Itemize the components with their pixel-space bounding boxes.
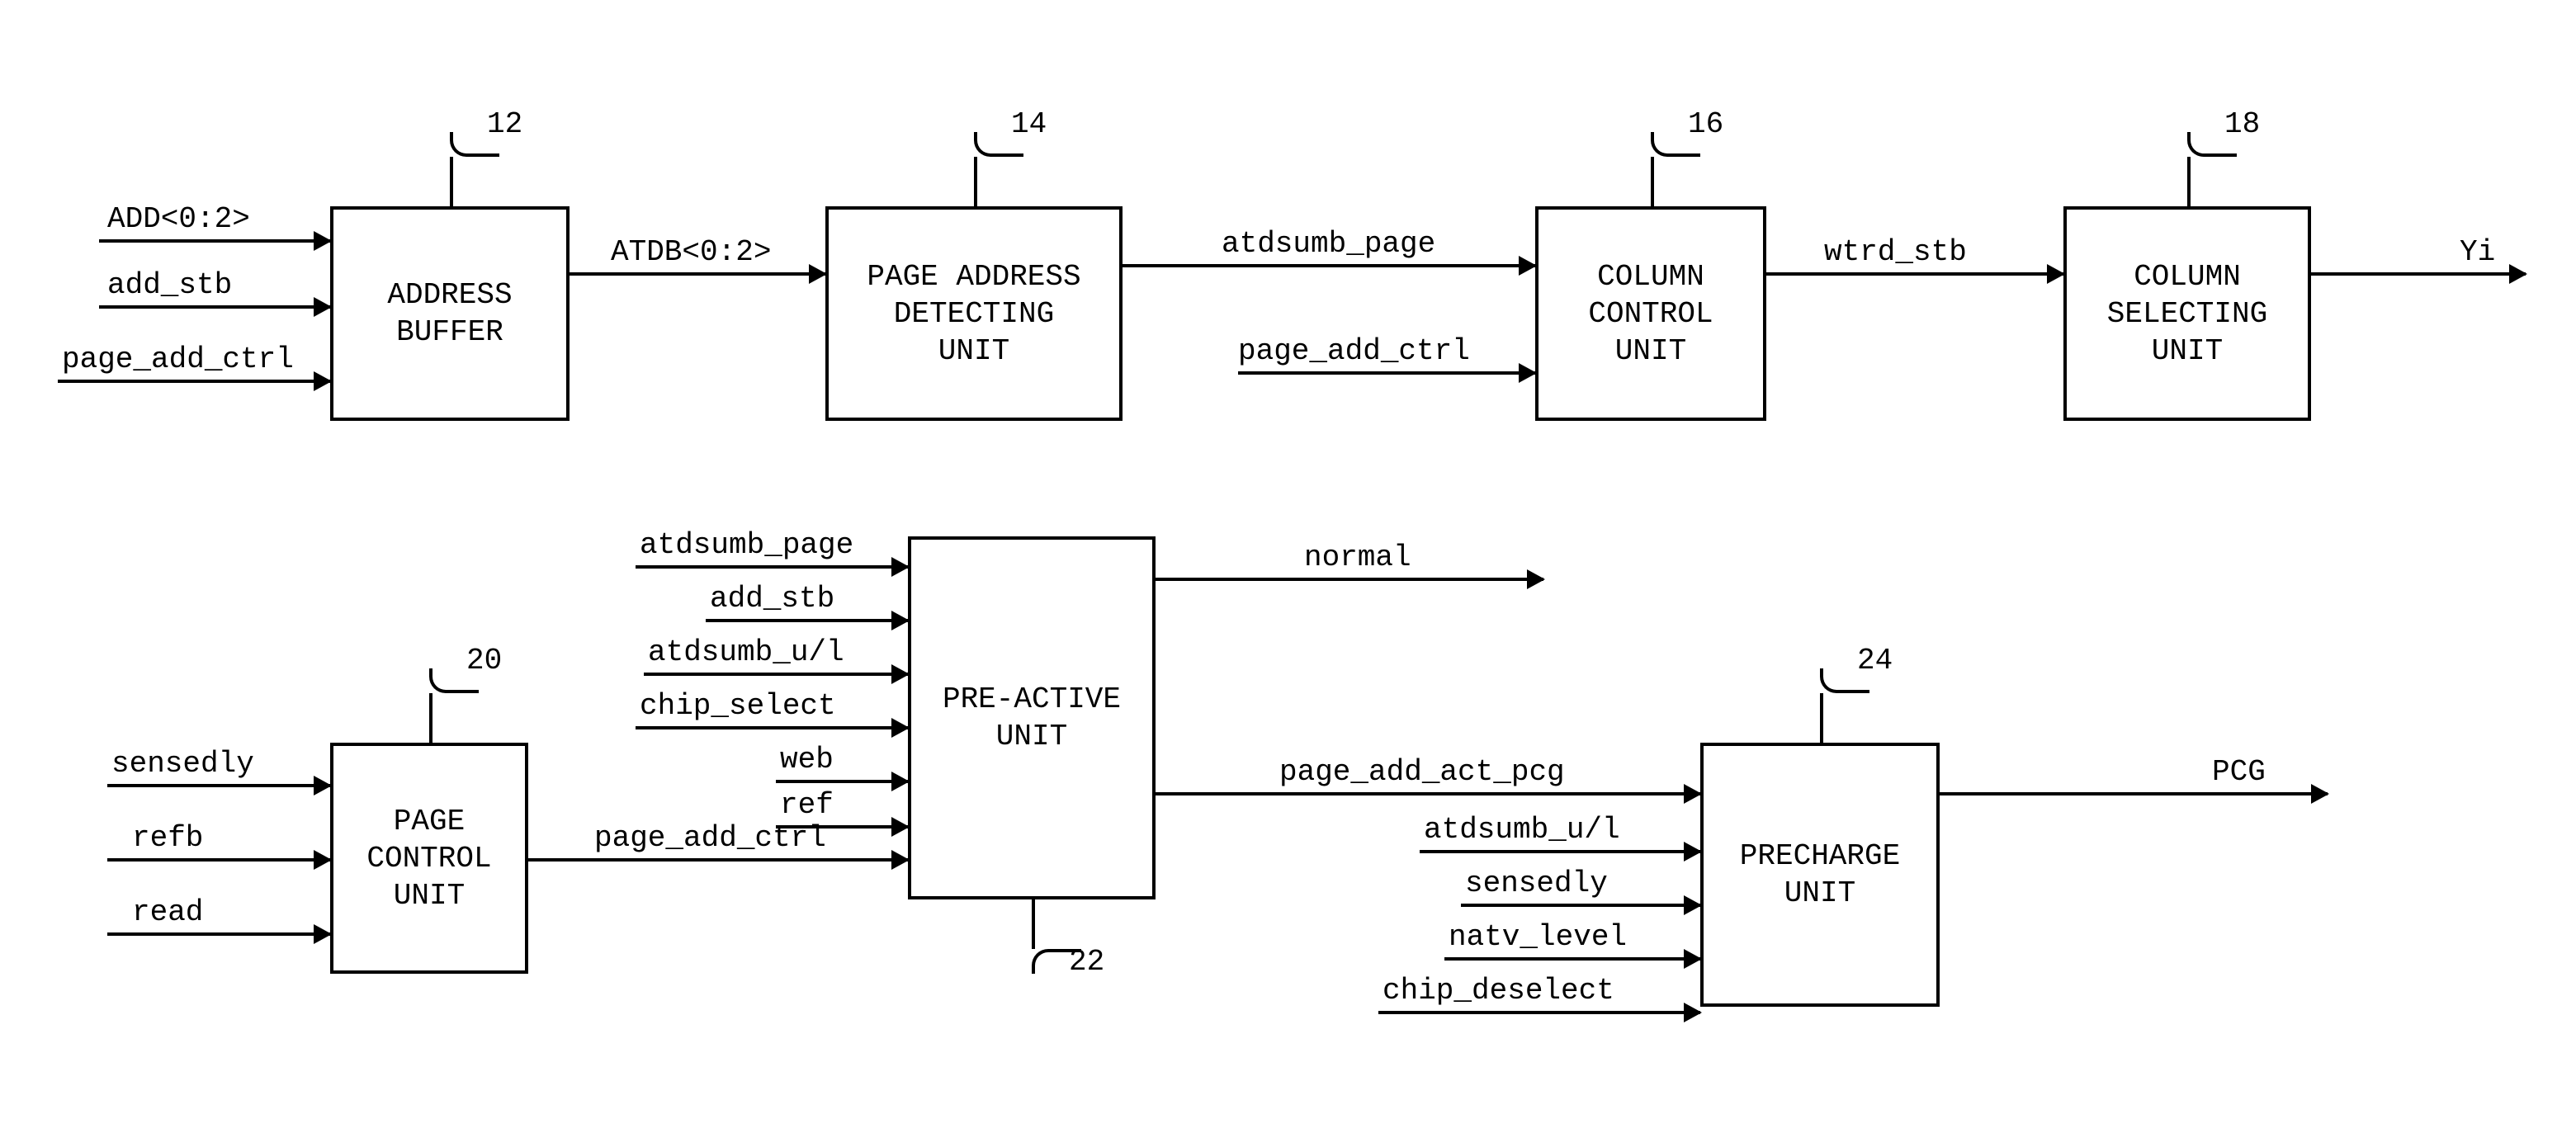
arrow (107, 858, 330, 862)
block-id-14: 14 (1011, 107, 1047, 141)
id-lead (1032, 899, 1035, 949)
signal-label: normal (1304, 541, 1411, 574)
arrow (570, 272, 825, 276)
arrow (1461, 904, 1700, 907)
signal-label: atdsumb_page (1222, 227, 1435, 261)
arrow (1420, 850, 1700, 853)
signal-label: sensedly (111, 747, 254, 781)
id-lead (450, 157, 453, 206)
block-column-control: COLUMN CONTROL UNIT (1535, 206, 1766, 421)
arrow (1766, 272, 2063, 276)
arrow (1444, 957, 1700, 961)
block-page-control: PAGE CONTROL UNIT (330, 743, 528, 974)
block-column-selecting: COLUMN SELECTING UNIT (2063, 206, 2311, 421)
signal-label: read (132, 895, 203, 929)
arrow (1238, 371, 1535, 375)
block-page-address-detecting: PAGE ADDRESS DETECTING UNIT (825, 206, 1123, 421)
arrow (1378, 1011, 1700, 1014)
block-diagram: ADDRESS BUFFER 12 PAGE ADDRESS DETECTING… (0, 0, 2576, 1133)
arrow (636, 565, 908, 569)
signal-label: ref (780, 788, 834, 822)
block-pre-active: PRE-ACTIVE UNIT (908, 536, 1156, 899)
arrow (706, 619, 908, 622)
block-id-20: 20 (466, 644, 502, 677)
arrow (1156, 578, 1543, 581)
arrow (1156, 792, 1700, 795)
signal-label: page_add_ctrl (62, 342, 294, 376)
block-precharge: PRECHARGE UNIT (1700, 743, 1940, 1007)
arrow (107, 932, 330, 936)
arrow (528, 858, 908, 862)
signal-label: refb (132, 821, 203, 855)
signal-label: sensedly (1465, 866, 1608, 900)
block-address-buffer: ADDRESS BUFFER (330, 206, 570, 421)
arrow (776, 825, 908, 829)
signal-label: chip_deselect (1383, 974, 1614, 1008)
arrow (99, 305, 330, 309)
signal-label: PCG (2212, 755, 2266, 789)
signal-label: atdsumb_page (640, 528, 853, 562)
arrow (2311, 272, 2526, 276)
signal-label: page_add_ctrl (1238, 334, 1470, 368)
signal-label: atdsumb_u/l (1424, 813, 1620, 847)
arrow (58, 380, 330, 383)
id-lead (974, 157, 977, 206)
signal-label: atdsumb_u/l (648, 635, 844, 669)
signal-label: page_add_act_pcg (1279, 755, 1565, 789)
arrow (99, 239, 330, 243)
block-id-18: 18 (2224, 107, 2260, 141)
id-lead (429, 693, 432, 743)
signal-label: natv_level (1449, 920, 1627, 954)
block-id-16: 16 (1688, 107, 1723, 141)
id-lead (1651, 157, 1654, 206)
signal-label: add_stb (107, 268, 232, 302)
arrow (1940, 792, 2328, 795)
signal-label: Yi (2460, 235, 2495, 269)
arrow (636, 726, 908, 729)
arrow (107, 784, 330, 787)
arrow (644, 673, 908, 676)
block-id-24: 24 (1857, 644, 1893, 677)
block-id-22: 22 (1069, 945, 1104, 979)
block-id-12: 12 (487, 107, 522, 141)
signal-label: ATDB<0:2> (611, 235, 771, 269)
signal-label: wtrd_stb (1824, 235, 1967, 269)
arrow (776, 780, 908, 783)
arrow (1123, 264, 1535, 267)
id-lead (2187, 157, 2191, 206)
signal-label: ADD<0:2> (107, 202, 250, 236)
id-lead (1820, 693, 1823, 743)
signal-label: chip_select (640, 689, 836, 723)
signal-label: web (780, 743, 834, 777)
signal-label: add_stb (710, 582, 834, 616)
